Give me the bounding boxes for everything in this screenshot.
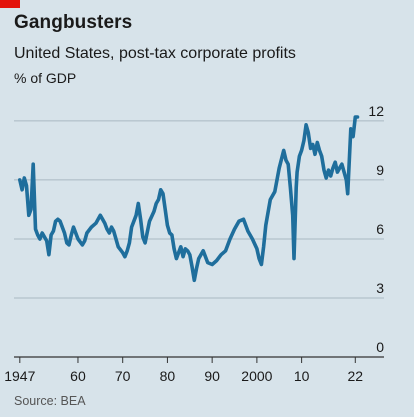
series-line xyxy=(18,115,360,283)
y-tick-label: 12 xyxy=(368,103,384,119)
x-tick-label: 2000 xyxy=(241,368,272,384)
chart-subtitle: United States, post-tax corporate profit… xyxy=(14,45,296,62)
units-label: % of GDP xyxy=(14,70,77,86)
source-note: Source: BEA xyxy=(14,394,86,408)
x-tick-label: 1947 xyxy=(4,368,35,384)
x-tick-label: 90 xyxy=(204,368,220,384)
x-tick-label: 10 xyxy=(294,368,310,384)
brand-red-tag xyxy=(0,0,20,8)
y-tick-label: 9 xyxy=(376,162,384,178)
y-tick-label: 3 xyxy=(376,280,384,296)
y-tick-label: 6 xyxy=(376,221,384,237)
x-tick-label: 60 xyxy=(70,368,86,384)
x-tick-label: 22 xyxy=(348,368,364,384)
x-tick-label: 80 xyxy=(160,368,176,384)
y-tick-label: 0 xyxy=(376,339,384,355)
x-tick-label: 70 xyxy=(115,368,131,384)
chart-title: Gangbusters xyxy=(14,12,133,33)
